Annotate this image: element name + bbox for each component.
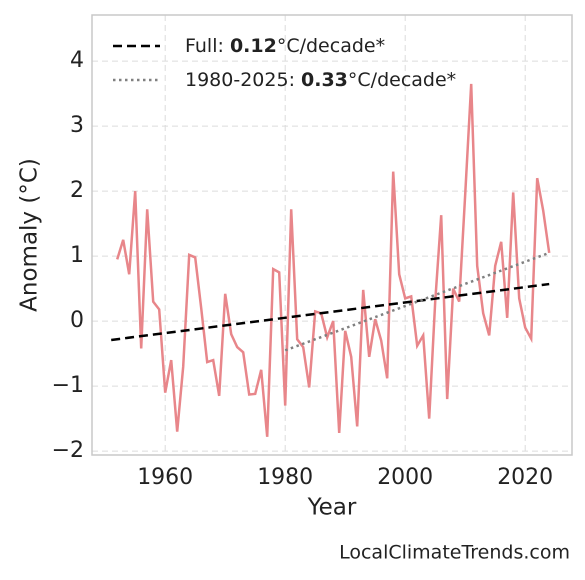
trend-line <box>111 282 550 342</box>
y-tick-label: 4 <box>70 48 84 73</box>
legend-text: °C/decade* <box>348 69 456 91</box>
y-tick-label: 2 <box>70 178 84 203</box>
y-tick-label: 0 <box>70 308 84 333</box>
data-line <box>116 83 551 437</box>
legend-label: 1980-2025: 0.33°C/decade* <box>185 69 456 91</box>
credit: LocalClimateTrends.com <box>339 542 570 564</box>
legend-label: Full: 0.12°C/decade* <box>185 35 385 57</box>
x-tick-label: 2000 <box>377 465 433 490</box>
legend-text: Full: <box>185 35 230 57</box>
x-tick-label: 1980 <box>257 465 313 490</box>
legend-text: 0.12 <box>230 35 277 57</box>
legend-text: °C/decade* <box>277 35 385 57</box>
plot-frame <box>91 14 573 456</box>
x-tick-label: 1960 <box>137 465 193 490</box>
trend-line <box>284 251 550 352</box>
y-tick-label: 3 <box>70 113 84 138</box>
y-tick-label: −1 <box>52 373 84 398</box>
legend-text: 1980-2025: <box>185 69 301 91</box>
y-tick-label: −2 <box>52 438 84 463</box>
legend-text: 0.33 <box>301 69 348 91</box>
y-tick-label: 1 <box>70 243 84 268</box>
y-axis-label: Anomaly (°C) <box>17 158 43 312</box>
x-tick-label: 2020 <box>497 465 553 490</box>
x-axis-label: Year <box>307 495 357 521</box>
